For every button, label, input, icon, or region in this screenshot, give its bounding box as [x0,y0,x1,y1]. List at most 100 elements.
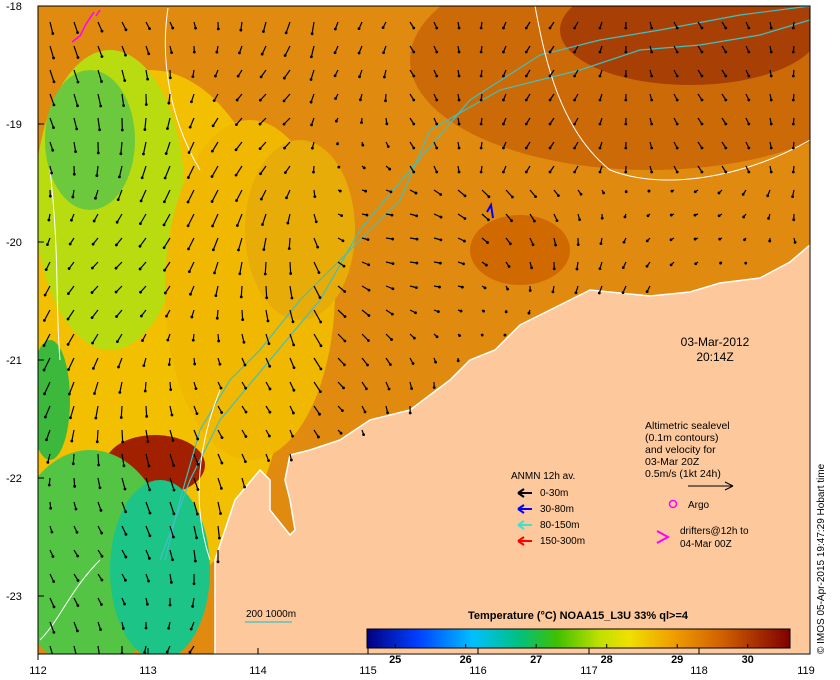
velocity-arrow-head [51,555,55,558]
velocity-arrow-head [624,98,628,102]
velocity-arrow-head [123,79,127,82]
anmn-item: 0-30m [517,488,568,499]
velocity-arrow-head [650,74,654,78]
velocity-arrow-head [769,26,773,30]
anmn-label: 0-30m [540,488,568,499]
velocity-arrow-head [172,488,176,492]
velocity-arrow [240,285,243,297]
velocity-arrow-head [258,147,262,151]
velocity-arrow-head [524,50,528,54]
velocity-arrow-head [70,439,74,443]
velocity-arrow [68,357,75,370]
velocity-arrow-head [238,272,242,276]
velocity-arrow-head [693,237,697,241]
velocity-arrow-head [258,122,262,126]
velocity-arrow-head [238,51,241,55]
velocity-arrow [93,381,99,394]
velocity-arrow-head [457,74,461,78]
velocity-arrow-head [457,26,461,30]
velocity-arrow-head [463,194,467,198]
velocity-arrow-head [318,390,322,394]
velocity-arrow [187,213,195,227]
velocity-arrow-head [367,314,371,317]
velocity-arrow-head [675,146,679,150]
velocity-arrow-head [116,198,120,202]
velocity-arrow-head [312,170,315,174]
velocity-arrow-head [650,146,654,150]
velocity-arrow-head [769,122,773,126]
velocity-arrow [67,309,75,320]
lat-tick-label: -20 [6,237,22,249]
velocity-arrow-head [366,238,370,242]
colorbar-title: Temperature (°C) NOAA15_L3U 33% ql>=4 [468,610,689,622]
colorbar-ticks: 25 26 27 28 29 30 [389,644,754,666]
colorbar-tick-label: 27 [530,654,542,666]
velocity-arrow-head [793,240,797,244]
velocity-arrow-head [94,196,97,200]
velocity-arrow [217,501,222,514]
velocity-arrow [47,453,51,463]
velocity-arrow-head [508,242,512,246]
velocity-arrow-head [357,27,361,31]
velocity-arrow [163,189,171,203]
velocity-arrow-head [46,460,50,464]
velocity-arrow-head [432,386,436,389]
velocity-arrow-head [390,312,394,316]
velocity-arrow-head [388,167,392,171]
velocity-arrow [121,45,127,56]
velocity-arrow-head [598,26,602,30]
velocity-arrow-head [124,28,128,32]
velocity-arrow-head [502,50,505,54]
velocity-arrows [42,21,797,654]
velocity-arrow-head [90,266,94,270]
velocity-arrow-head [724,98,728,102]
lat-tick-label: -19 [6,119,22,131]
velocity-arrow-head [319,367,323,371]
velocity-arrow-head [90,316,94,320]
velocity-arrow-head [598,98,602,102]
velocity-arrow-head [124,53,127,57]
velocity-arrow-head [211,248,215,252]
velocity-arrow-head [412,336,416,340]
velocity-arrow-head [211,224,214,228]
velocity-arrow [95,405,99,419]
velocity-arrow [116,213,123,223]
velocity-arrow [211,141,219,152]
velocity-arrow-head [100,55,104,58]
velocity-arrow-head [502,98,505,102]
velocity-arrow-head [439,193,443,196]
velocity-arrow-head [342,264,346,268]
velocity-arrow-head [791,195,794,199]
velocity-arrow-head [76,554,80,558]
velocity-arrow-head [141,339,144,342]
velocity-arrow [260,189,267,200]
velocity-arrow [72,453,75,464]
velocity-arrow-head [168,76,172,80]
velocity-arrow-head [724,26,728,30]
velocity-arrow-head [385,122,389,126]
lon-tick-label: 117 [580,665,598,677]
velocity-arrow-head [118,175,121,179]
velocity-arrow-head [598,267,602,271]
velocity-arrow [116,333,123,342]
velocity-arrow-head [165,650,169,654]
velocity-arrow-head [414,311,417,315]
velocity-arrow-head [621,266,625,270]
velocity-arrow [116,309,123,317]
velocity-arrow-head [42,344,46,347]
velocity-arrow [193,429,199,440]
velocity-arrow-head [502,170,505,174]
velocity-arrow-head [287,247,291,250]
altimetry-note: Altimetric sealevel (0.1m contours) and … [645,420,734,491]
velocity-arrow-head [340,214,344,218]
velocity-arrow-head [624,26,628,30]
velocity-arrow-head [391,262,395,266]
velocity-arrow [97,69,103,82]
velocity-arrow [235,141,243,151]
velocity-arrow [169,573,172,583]
velocity-arrow-head [143,389,147,393]
velocity-arrow [481,213,489,221]
velocity-arrow-head [554,243,558,247]
velocity-arrow-head [192,50,196,54]
velocity-arrow-head [414,191,418,195]
